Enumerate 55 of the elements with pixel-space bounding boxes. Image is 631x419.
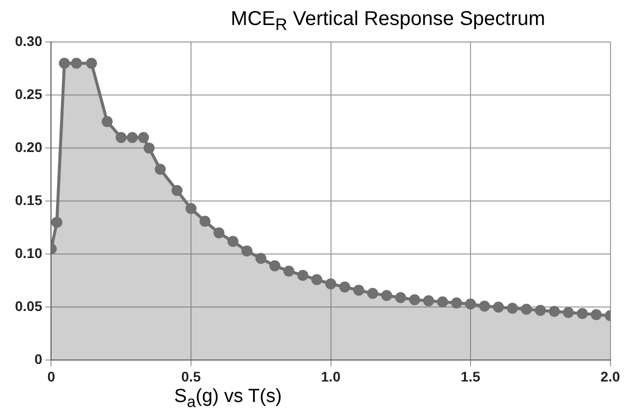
- point: [241, 245, 252, 256]
- point: [58, 58, 70, 69]
- point: [562, 306, 574, 318]
- point: [548, 306, 560, 317]
- point: [534, 304, 546, 316]
- point: [154, 164, 166, 175]
- point: [395, 292, 406, 304]
- point: [213, 227, 224, 238]
- point: [339, 282, 350, 293]
- y-tick-label: 0.25: [15, 86, 42, 102]
- point: [590, 309, 602, 320]
- x-tick-label: 1.0: [321, 368, 341, 384]
- point: [138, 132, 149, 143]
- point: [227, 236, 238, 247]
- point: [269, 260, 280, 272]
- y-tick-label: 0.15: [15, 192, 42, 208]
- point: [86, 58, 97, 69]
- point: [409, 294, 420, 306]
- point: [283, 266, 294, 277]
- chart-title: MCE$_{R}$ Vertical Response Spectrum: [230, 8, 546, 35]
- point: [478, 300, 490, 312]
- y-tick-label: 0: [34, 351, 42, 368]
- x-tick-label: 1.5: [460, 368, 480, 384]
- point: [51, 216, 62, 228]
- point: [353, 284, 364, 296]
- point: [255, 252, 266, 264]
- point: [520, 304, 532, 315]
- point: [381, 290, 392, 301]
- point: [506, 302, 518, 314]
- point: [437, 296, 448, 308]
- point: [172, 184, 183, 196]
- y-tick-label: 0.30: [15, 32, 42, 49]
- point: [186, 203, 197, 214]
- x-tick-label: 0.5: [181, 368, 201, 384]
- y-tick-label: 0.20: [15, 138, 42, 155]
- point: [102, 116, 113, 128]
- point: [311, 274, 322, 286]
- y-tick-label: 0.10: [15, 244, 42, 261]
- x-tick-label: 0: [47, 368, 56, 384]
- point: [325, 278, 336, 290]
- point: [576, 308, 588, 320]
- y-tick-label: 0.05: [15, 298, 42, 314]
- point: [144, 142, 155, 154]
- x-tick-label: 2.0: [600, 368, 620, 384]
- point: [116, 132, 127, 143]
- point: [492, 302, 504, 313]
- point: [199, 216, 210, 227]
- point: [465, 298, 476, 310]
- point: [70, 58, 82, 69]
- point: [297, 270, 308, 281]
- point: [423, 295, 434, 306]
- point: [126, 132, 138, 143]
- point: [451, 297, 462, 308]
- point: [367, 288, 378, 299]
- x-axis-title: S$_{a}$(g) vs T(s): [173, 386, 283, 412]
